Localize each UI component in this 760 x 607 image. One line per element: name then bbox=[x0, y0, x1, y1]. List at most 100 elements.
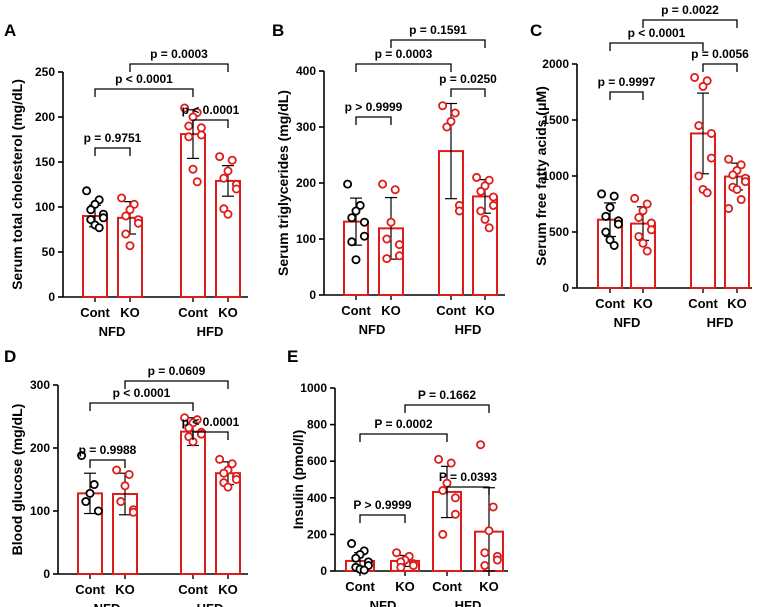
y-tick-label: 200 bbox=[35, 110, 55, 124]
data-point bbox=[630, 193, 640, 203]
y-tick-label: 250 bbox=[35, 65, 55, 79]
data-point bbox=[740, 177, 750, 187]
category-label: Cont bbox=[80, 305, 110, 320]
y-tick-label: 200 bbox=[307, 527, 327, 541]
data-point bbox=[472, 172, 482, 182]
significance-bracket bbox=[192, 431, 229, 440]
significance-bracket bbox=[359, 433, 448, 442]
data-point bbox=[196, 123, 206, 133]
significance-bracket bbox=[89, 459, 126, 468]
data-point bbox=[698, 81, 708, 91]
data-point bbox=[438, 485, 448, 495]
p-value-label: p = 0.9988 bbox=[79, 443, 137, 457]
p-value-label: p < 0.0001 bbox=[628, 26, 686, 40]
category-label: KO bbox=[475, 303, 495, 318]
y-tick-label: 200 bbox=[296, 176, 316, 190]
data-point bbox=[227, 459, 237, 469]
data-point bbox=[706, 153, 716, 163]
significance-bracket bbox=[94, 88, 194, 97]
data-point bbox=[184, 423, 194, 433]
category-label: KO bbox=[218, 305, 238, 320]
data-point bbox=[480, 561, 490, 571]
data-point bbox=[450, 493, 460, 503]
category-label: KO bbox=[479, 579, 499, 594]
p-value-label: p = 0.0003 bbox=[150, 47, 208, 61]
p-value-label: P = 0.0002 bbox=[374, 417, 432, 431]
data-point bbox=[98, 213, 108, 223]
category-label: Cont bbox=[75, 582, 105, 597]
data-point bbox=[223, 166, 233, 176]
y-axis-label: Serum total cholesterol (mg/dL) bbox=[9, 79, 25, 290]
data-point bbox=[378, 179, 388, 189]
y-tick-label: 500 bbox=[549, 225, 569, 239]
group-label: HFD bbox=[197, 601, 224, 607]
data-point bbox=[180, 103, 190, 113]
significance-bracket bbox=[124, 380, 229, 389]
y-tick-label: 800 bbox=[307, 418, 327, 432]
p-value-label: p < 0.0001 bbox=[115, 72, 173, 86]
y-tick-label: 200 bbox=[30, 441, 50, 455]
data-point bbox=[184, 132, 194, 142]
group-label: HFD bbox=[707, 315, 734, 330]
p-value-label: p = 0.1591 bbox=[409, 23, 467, 37]
p-value-label: p = 0.0250 bbox=[439, 72, 497, 86]
data-point bbox=[120, 481, 130, 491]
data-point bbox=[93, 506, 103, 516]
y-tick-label: 150 bbox=[35, 155, 55, 169]
significance-bracket bbox=[192, 119, 229, 128]
y-axis-label: Serum free fatty acids (μM) bbox=[533, 86, 549, 266]
data-point bbox=[394, 240, 404, 250]
y-tick-label: 1000 bbox=[300, 381, 327, 395]
category-label: Cont bbox=[688, 296, 718, 311]
category-label: Cont bbox=[178, 305, 208, 320]
data-point bbox=[112, 465, 122, 475]
data-point bbox=[125, 205, 135, 215]
data-point bbox=[219, 173, 229, 183]
data-point bbox=[694, 171, 704, 181]
significance-bracket bbox=[359, 514, 406, 523]
data-point bbox=[492, 555, 502, 565]
data-point bbox=[359, 565, 369, 575]
data-point bbox=[219, 468, 229, 478]
panel-d: D Blood glucose (mg/dL) 0 100 200 300 Cont KO Co… bbox=[4, 347, 248, 607]
data-point bbox=[116, 497, 126, 507]
data-point bbox=[124, 469, 134, 479]
data-point bbox=[642, 199, 652, 209]
data-point bbox=[690, 72, 700, 82]
category-label: KO bbox=[115, 582, 135, 597]
panel-letter: A bbox=[4, 21, 16, 40]
panel-a: A Serum total cholesterol (mg/dL) 0 50 100 15… bbox=[4, 21, 248, 339]
data-point bbox=[386, 217, 396, 227]
group-label: NFD bbox=[359, 322, 386, 337]
p-value-label: p = 0.0056 bbox=[691, 47, 749, 61]
data-point bbox=[192, 177, 202, 187]
data-point bbox=[601, 211, 611, 221]
significance-bracket bbox=[94, 147, 131, 156]
data-point bbox=[450, 108, 460, 118]
y-tick-label: 1000 bbox=[542, 169, 569, 183]
significance-bracket bbox=[446, 486, 490, 495]
data-point bbox=[390, 185, 400, 195]
y-tick-label: 1500 bbox=[542, 113, 569, 127]
data-point bbox=[638, 238, 648, 248]
category-label: Cont bbox=[436, 303, 466, 318]
data-point bbox=[188, 164, 198, 174]
category-label: KO bbox=[395, 579, 415, 594]
category-label: KO bbox=[633, 296, 653, 311]
data-point bbox=[728, 170, 738, 180]
data-point bbox=[634, 231, 644, 241]
category-label: Cont bbox=[432, 579, 462, 594]
p-value-label: P = 0.1662 bbox=[418, 388, 476, 402]
panel-letter: E bbox=[287, 347, 298, 366]
data-point bbox=[736, 195, 746, 205]
data-point bbox=[702, 188, 712, 198]
data-point bbox=[476, 206, 486, 216]
data-point bbox=[133, 218, 143, 228]
significance-bracket bbox=[642, 19, 738, 28]
data-point bbox=[121, 229, 131, 239]
data-point bbox=[128, 507, 138, 517]
data-point bbox=[638, 206, 648, 216]
y-axis-label: Insulin (pmol/l) bbox=[290, 430, 306, 530]
data-point bbox=[196, 130, 206, 140]
data-point bbox=[634, 212, 644, 222]
